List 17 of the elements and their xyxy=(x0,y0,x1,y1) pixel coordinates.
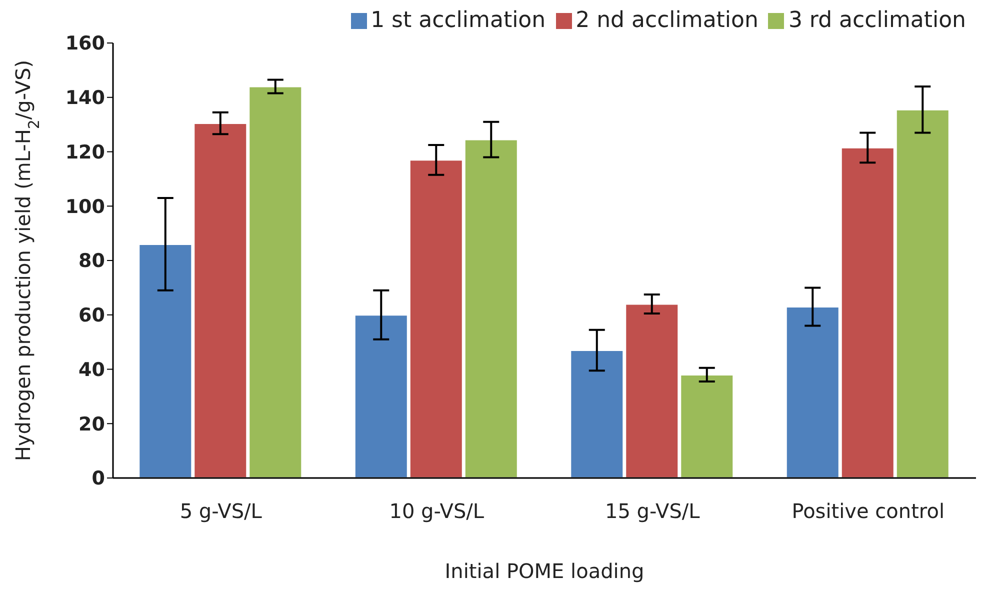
x-tick-label: 10 g-VS/L xyxy=(389,499,485,524)
x-tick-label: 15 g-VS/L xyxy=(604,499,701,524)
y-tick-label: 140 xyxy=(65,87,105,110)
y-tick-label: 40 xyxy=(78,358,105,381)
legend-label: 3 rd acclimation xyxy=(788,8,966,33)
x-tick-label: Positive control xyxy=(792,499,945,524)
y-tick-label: 100 xyxy=(65,196,105,218)
legend-label: 1 st acclimation xyxy=(370,8,546,33)
y-tick-label: 80 xyxy=(78,250,105,272)
y-tick-label: 160 xyxy=(65,32,105,55)
y-tick-label: 20 xyxy=(78,413,105,436)
legend-label: 2 nd acclimation xyxy=(576,8,758,33)
y-tick-label: 0 xyxy=(92,468,105,490)
y-tick-label: 60 xyxy=(78,304,105,327)
x-axis-title: Initial POME loading xyxy=(444,559,644,583)
x-tick-label: 5 g-VS/L xyxy=(180,499,263,524)
y-tick-label: 120 xyxy=(65,141,105,164)
